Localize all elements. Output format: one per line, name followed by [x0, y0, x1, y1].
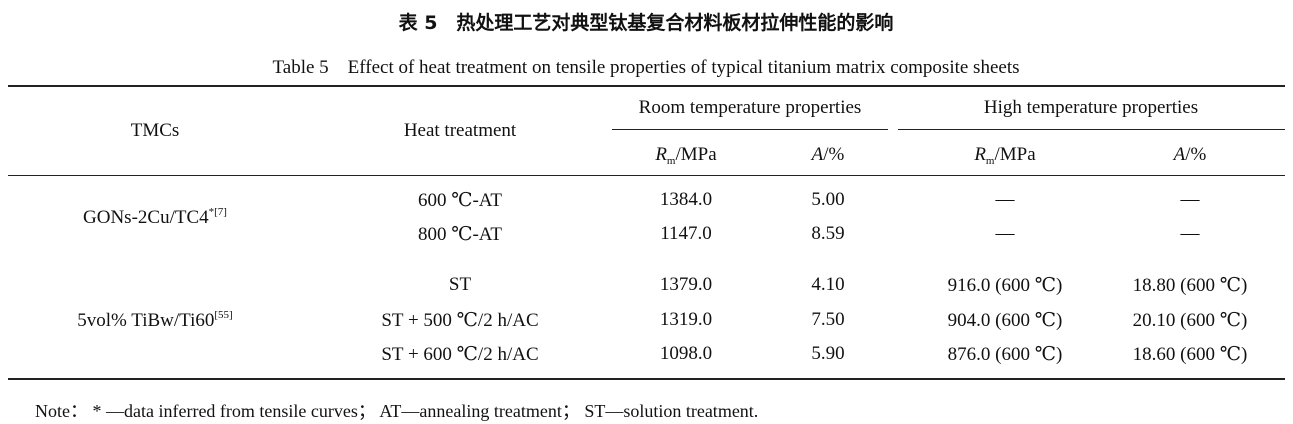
- cell-hrm: 916.0 (600 ℃): [947, 275, 1063, 296]
- cell-a: 4.10: [811, 274, 845, 295]
- header-room-a: A/%: [811, 144, 845, 165]
- cell-heat: 600 ℃-AT: [417, 190, 503, 211]
- cell-ha: 18.60 (600 ℃): [1132, 344, 1248, 365]
- header-high-rm: Rm/MPa: [974, 144, 1036, 167]
- cell-ha: 20.10 (600 ℃): [1132, 310, 1248, 331]
- header-room-temperature: Room temperature properties: [638, 97, 862, 118]
- table-title-en: Table 5 Effect of heat treatment on tens…: [272, 57, 1020, 78]
- header-room-rm: Rm/MPa: [655, 144, 717, 167]
- cell-a: 5.90: [811, 343, 845, 364]
- bottom-rule: [8, 378, 1285, 380]
- cell-hrm: 876.0 (600 ℃): [947, 344, 1063, 365]
- cell-hrm: —: [995, 189, 1015, 210]
- cell-a: 8.59: [811, 223, 845, 244]
- cell-heat: ST + 500 ℃/2 h/AC: [381, 310, 539, 331]
- header-tmcs: TMCs: [130, 120, 180, 141]
- cell-rm: 1319.0: [659, 309, 713, 330]
- header-high-a: A/%: [1173, 144, 1207, 165]
- cell-hrm: —: [995, 223, 1015, 244]
- group-label: 5vol% TiBw/Ti60[55]: [77, 309, 233, 331]
- high-subrule: [898, 129, 1285, 130]
- header-high-temperature: High temperature properties: [983, 97, 1199, 118]
- table-note: Note： * —data inferred from tensile curv…: [35, 401, 759, 421]
- room-subrule: [612, 129, 888, 130]
- cell-heat: ST: [448, 274, 472, 295]
- cell-rm: 1098.0: [659, 343, 713, 364]
- cell-ha: —: [1180, 189, 1200, 210]
- cell-rm: 1147.0: [660, 223, 712, 244]
- header-heat-treatment: Heat treatment: [403, 120, 517, 141]
- cell-heat: 800 ℃-AT: [417, 224, 503, 245]
- table-title-cn: 表 5 热处理工艺对典型钛基复合材料板材拉伸性能的影响: [398, 12, 894, 34]
- cell-a: 7.50: [811, 309, 845, 330]
- header-rule: [8, 175, 1285, 176]
- cell-heat: ST + 600 ℃/2 h/AC: [381, 344, 539, 365]
- cell-rm: 1379.0: [659, 274, 713, 295]
- group-label: GONs-2Cu/TC4*[7]: [83, 206, 227, 228]
- cell-hrm: 904.0 (600 ℃): [947, 310, 1063, 331]
- cell-rm: 1384.0: [659, 189, 713, 210]
- cell-ha: 18.80 (600 ℃): [1132, 275, 1248, 296]
- cell-a: 5.00: [811, 189, 845, 210]
- cell-ha: —: [1180, 223, 1200, 244]
- top-rule: [8, 85, 1285, 87]
